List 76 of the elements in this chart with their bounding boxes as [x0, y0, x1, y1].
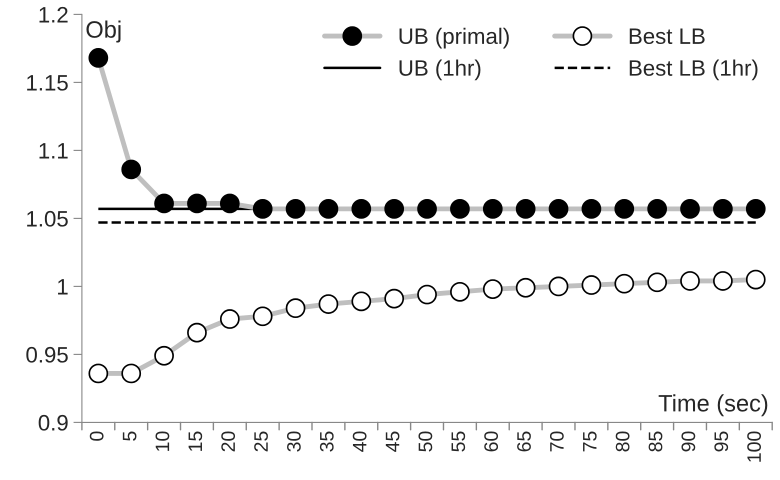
x-tick-label: 70	[550, 431, 564, 452]
point	[384, 199, 404, 219]
point	[582, 275, 602, 295]
y-tick-label: 1.1	[40, 143, 68, 158]
point	[220, 309, 240, 329]
legend-label: UB (primal)	[400, 28, 509, 48]
legend-label: Best LB	[630, 28, 705, 44]
point	[88, 48, 108, 68]
x-tick-label: 90	[681, 431, 696, 452]
x-tick-label: 45	[386, 432, 400, 452]
x-tick-label: 55	[452, 432, 466, 452]
x-tick-label: 100	[747, 431, 761, 462]
x-tick-label: 40	[352, 431, 367, 452]
point	[351, 199, 372, 219]
point	[417, 284, 437, 304]
point	[680, 271, 700, 291]
x-tick-label: 10	[156, 431, 170, 451]
point	[582, 199, 602, 219]
point	[614, 274, 634, 294]
point	[548, 199, 568, 219]
x-tick-label: 60	[484, 431, 498, 452]
point	[121, 364, 142, 384]
y-tick-label: 1	[58, 279, 68, 294]
x-tick-label: 30	[287, 431, 301, 452]
y-tick-label: 0.9	[38, 414, 68, 431]
point	[154, 194, 174, 214]
point	[286, 199, 306, 219]
legend-label: UB (1hr)	[400, 60, 480, 80]
point	[680, 199, 700, 219]
x-tick-label: 25	[254, 432, 268, 452]
x-tick-label: 75	[583, 432, 597, 452]
point	[252, 306, 273, 326]
point	[746, 199, 766, 219]
point	[220, 194, 240, 214]
point	[318, 294, 338, 314]
point	[187, 194, 207, 214]
x-axis-title: Time (sec)	[658, 394, 768, 416]
point	[516, 199, 536, 219]
x-tick-label: 80	[616, 431, 630, 452]
x-tick-label: 0	[90, 431, 104, 441]
point	[351, 291, 372, 312]
y-tick-label: 0.95	[26, 346, 68, 363]
x-tick-label: 85	[648, 432, 662, 452]
point	[516, 278, 536, 298]
point	[647, 272, 668, 292]
x-tick-label: 20	[221, 431, 236, 452]
x-tick-label: 5	[122, 432, 136, 441]
point	[252, 199, 273, 219]
point	[154, 346, 174, 366]
x-tick-label: 65	[517, 432, 531, 452]
x-tick-label: 95	[714, 432, 728, 452]
point	[713, 271, 733, 291]
point	[417, 199, 437, 219]
x-tick-label: 35	[320, 432, 334, 452]
x-tick-label: 15	[188, 432, 202, 451]
point	[548, 276, 568, 296]
point	[286, 298, 306, 318]
point	[318, 199, 338, 219]
point	[450, 282, 470, 302]
point	[713, 199, 733, 219]
point	[88, 364, 108, 384]
point	[450, 199, 470, 219]
point	[614, 199, 634, 219]
point	[746, 270, 766, 290]
y-axis-title: Obj	[86, 20, 121, 43]
x-tick-label: 50	[418, 431, 432, 452]
point	[482, 279, 503, 299]
y-tick-label: 1.15	[27, 75, 68, 91]
legend-label: Best LB (1hr)	[630, 60, 758, 80]
point	[121, 160, 142, 180]
point	[187, 322, 207, 343]
point	[647, 199, 668, 219]
point	[384, 288, 404, 309]
y-tick-label: 1.05	[27, 210, 68, 227]
point	[482, 199, 503, 219]
y-tick-label: 1.2	[40, 6, 68, 22]
